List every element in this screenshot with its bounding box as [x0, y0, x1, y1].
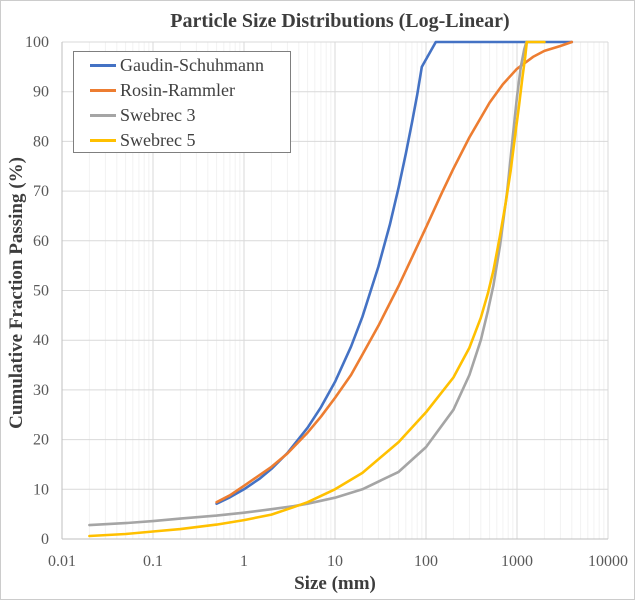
y-tick-label: 50 — [33, 283, 49, 300]
y-tick-label: 60 — [33, 233, 49, 250]
legend-item: Swebrec 3 — [90, 103, 290, 128]
y-tick-label: 30 — [33, 382, 49, 399]
legend-label: Gaudin-Schuhmann — [120, 55, 264, 75]
x-tick-label: 1 — [240, 553, 248, 570]
legend-swatch-rosin-rammler — [90, 89, 116, 92]
legend-item: Rosin-Rammler — [90, 78, 290, 103]
y-tick-label: 100 — [25, 34, 49, 51]
chart-title: Particle Size Distributions (Log-Linear) — [170, 10, 510, 32]
legend-swatch-swebrec-5 — [90, 139, 116, 142]
legend: Gaudin-Schuhmann Rosin-Rammler Swebrec 3… — [73, 51, 291, 153]
legend-item: Gaudin-Schuhmann — [90, 53, 290, 78]
y-tick-label: 0 — [41, 531, 49, 548]
y-axis-label: Cumulative Fraction Passing (%) — [6, 157, 27, 429]
x-tick-label: 10 — [327, 553, 343, 570]
y-tick-label: 10 — [33, 481, 49, 498]
legend-label: Swebrec 5 — [120, 130, 196, 150]
x-tick-label: 100 — [414, 553, 438, 570]
legend-swatch-swebrec-3 — [90, 114, 116, 117]
legend-label: Swebrec 3 — [120, 105, 196, 125]
legend-swatch-gaudin-schuhmann — [90, 64, 116, 67]
legend-label: Rosin-Rammler — [120, 80, 235, 100]
y-tick-label: 20 — [33, 432, 49, 449]
x-axis-label: Size (mm) — [294, 573, 376, 594]
x-tick-label: 1000 — [501, 553, 533, 570]
y-tick-label: 40 — [33, 332, 49, 349]
x-tick-label: 10000 — [588, 553, 628, 570]
series-line-gaudin-schuhmann — [215, 40, 574, 506]
x-tick-label: 0.1 — [143, 553, 163, 570]
y-tick-label: 80 — [33, 133, 49, 150]
legend-item: Swebrec 5 — [90, 128, 290, 153]
series-line-swebrec-5 — [88, 40, 546, 538]
x-tick-label: 0.01 — [48, 553, 76, 570]
y-tick-label: 70 — [33, 183, 49, 200]
series-line-swebrec-3 — [88, 40, 528, 527]
y-tick-label: 90 — [33, 84, 49, 101]
